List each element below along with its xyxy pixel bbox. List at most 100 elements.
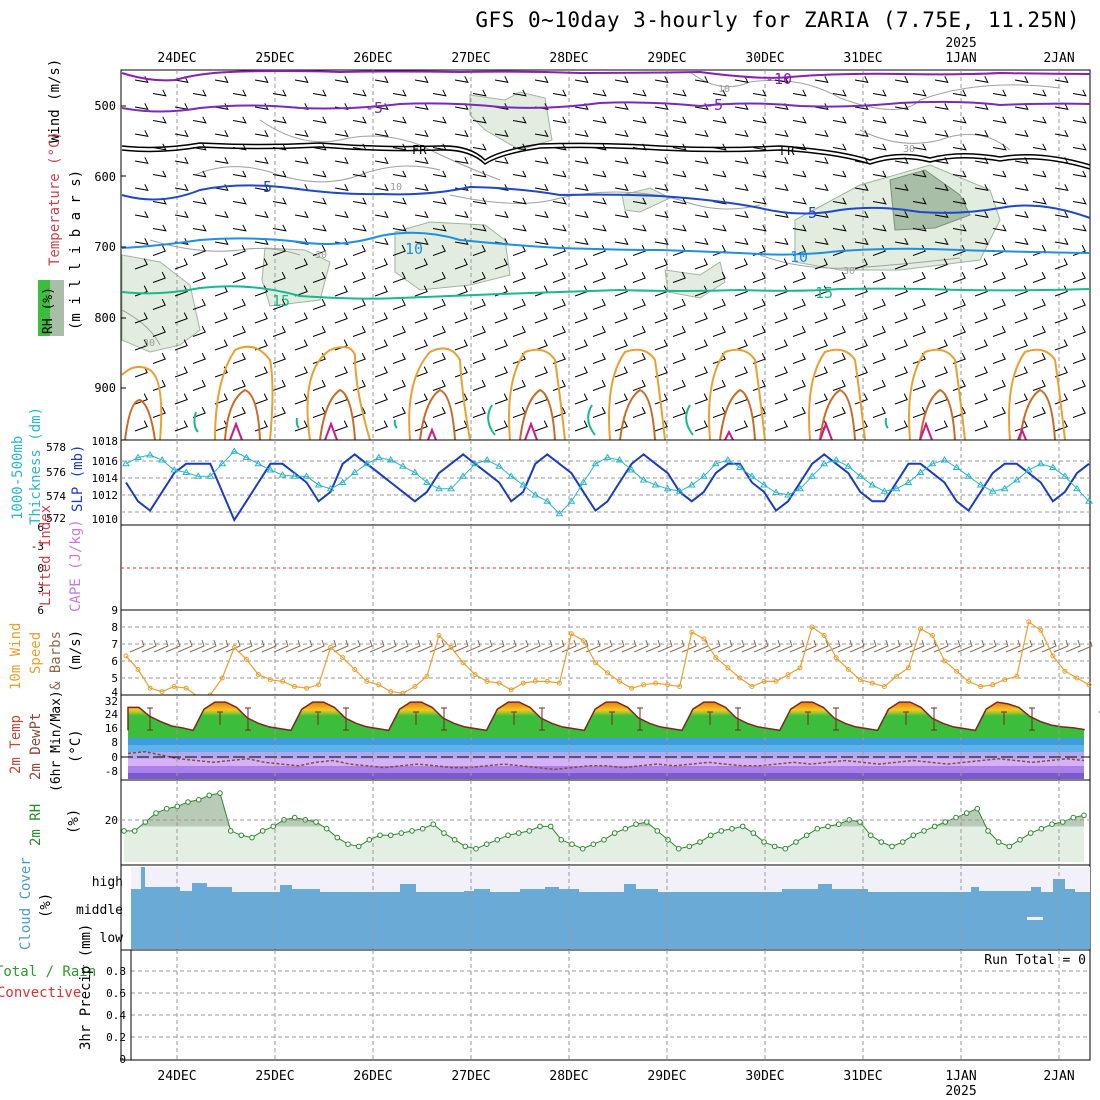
wind-barb — [312, 143, 327, 151]
panel-cloud: high middle low — [76, 864, 1091, 951]
wind-barb — [992, 271, 1006, 283]
wind-barb — [574, 312, 588, 324]
wind-barb — [152, 143, 167, 151]
rh2m-point — [163, 805, 170, 812]
label-freezing-right: FR — [780, 144, 795, 158]
wind10-point — [340, 655, 346, 661]
wind-barb — [472, 244, 486, 256]
wind-barb — [414, 157, 429, 164]
wind-barb — [334, 258, 348, 270]
wind10-point — [749, 684, 755, 689]
wind-barb — [934, 339, 948, 351]
wind-barb — [272, 298, 286, 310]
rh2m-point — [889, 843, 895, 850]
wind10-point — [388, 689, 394, 695]
wind-barb — [534, 339, 548, 351]
wind10-speed-line — [123, 619, 1092, 700]
wind-barb — [774, 130, 789, 137]
wind-barb — [872, 197, 887, 205]
wind-barb — [1072, 325, 1086, 337]
wind-barb — [232, 197, 247, 205]
wind-barb — [854, 258, 868, 270]
thickness-point — [447, 484, 455, 492]
rh2m-point — [131, 828, 138, 834]
wind10-barb — [465, 639, 481, 653]
bottom-date-5: 29DEC — [647, 1069, 686, 1084]
wind-barb — [792, 143, 807, 151]
thickness-point — [904, 478, 913, 485]
wind-barb — [432, 379, 446, 391]
wind-barb — [472, 379, 486, 391]
top-date-axis: 24DEC 25DEC 26DEC 27DEC 28DEC 29DEC 30DE… — [157, 36, 1074, 66]
tick-900: 900 — [94, 381, 116, 395]
wind-barb — [654, 312, 668, 324]
rh2m-point — [227, 828, 234, 834]
w-tick-5: 5 — [111, 672, 118, 685]
wind-barb — [614, 393, 628, 405]
wind-barb — [552, 352, 566, 364]
p-tick-0: 0 — [119, 1053, 126, 1066]
wind-barb — [872, 406, 886, 418]
wind10-barb — [873, 639, 889, 653]
wind-barb — [592, 197, 607, 205]
wind-barb — [774, 312, 788, 324]
rh-label-2: 30 — [903, 144, 915, 155]
wind10-barb — [141, 639, 157, 653]
li-tick-neg3: -3 — [31, 540, 44, 553]
wind-barb — [174, 211, 189, 218]
wind-barb — [174, 420, 188, 432]
wind-barb — [374, 420, 388, 432]
wind-barb — [414, 312, 428, 324]
wind-barb — [272, 116, 287, 124]
wind-barb — [1032, 352, 1046, 364]
wind10-barb — [597, 639, 613, 653]
minmax-whisker — [903, 711, 909, 725]
wind-barb — [752, 197, 767, 205]
wind-barb — [414, 393, 428, 405]
wind-barb — [414, 211, 429, 218]
wind-barb — [232, 170, 247, 178]
thickness-point — [266, 466, 275, 473]
wind-barb — [792, 197, 807, 205]
wind-barb — [734, 238, 749, 245]
wind10-barb — [609, 639, 625, 653]
wind-barb — [632, 271, 646, 283]
rh2m-point — [782, 845, 789, 852]
wind-barb — [472, 352, 486, 364]
wind10-point — [472, 672, 478, 678]
rh2m-point — [665, 837, 671, 843]
rh2m-point — [206, 792, 213, 799]
wind-barb — [534, 211, 549, 218]
rh2m-point — [793, 839, 799, 845]
wind-barb — [974, 339, 988, 351]
wind-barb — [894, 184, 909, 191]
wind-barb — [614, 238, 629, 245]
wind-barb — [214, 157, 229, 164]
wind-barb — [894, 238, 909, 245]
label-precip-total: Total / Rain — [0, 964, 96, 980]
wind-barb — [814, 184, 829, 191]
wind-barb — [934, 258, 948, 270]
wind-barb — [654, 238, 669, 245]
t-tick-16: 16 — [105, 722, 118, 735]
precip-ticks: 0.8 0.6 0.4 0.2 0 — [106, 965, 126, 1066]
label-10-right: 10 — [790, 248, 808, 266]
wind-barb — [152, 244, 166, 256]
bottom-date-8: 1JAN — [945, 1069, 976, 1084]
wind10-barb — [333, 639, 349, 653]
wind-barb — [734, 157, 749, 164]
wind-barb — [1054, 184, 1069, 191]
rh-label-1: 10 — [718, 84, 730, 95]
thickness-point — [615, 456, 624, 463]
thickness-point — [627, 466, 636, 473]
slp-line — [125, 453, 1090, 523]
wind-barb — [934, 130, 949, 137]
wind-barb — [614, 103, 629, 110]
wind10-barb — [765, 639, 781, 653]
wind-barb — [992, 116, 1007, 124]
top-date-0: 24DEC — [157, 51, 196, 66]
wind10-point — [930, 633, 935, 638]
wind-barb — [1072, 352, 1086, 364]
minmax-whisker — [931, 707, 937, 731]
thickness-point — [687, 481, 696, 488]
